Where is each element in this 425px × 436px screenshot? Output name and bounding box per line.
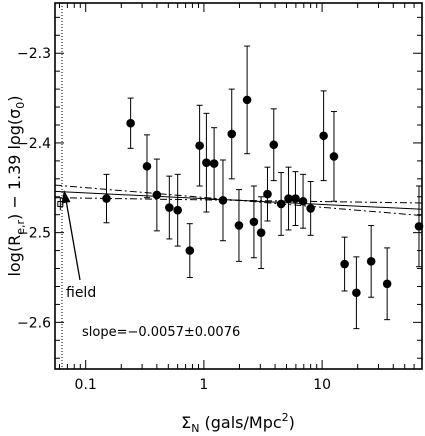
marker <box>382 279 392 289</box>
data-point <box>340 236 349 292</box>
data-point <box>306 181 315 236</box>
data-point <box>165 175 174 240</box>
y-tick-label: −2.5 <box>17 226 51 242</box>
marker <box>165 203 174 212</box>
marker <box>269 140 279 150</box>
data-point <box>276 172 286 236</box>
marker <box>152 190 162 200</box>
data-point <box>227 88 237 180</box>
marker <box>102 194 111 203</box>
axis-ticks <box>55 3 423 369</box>
marker <box>195 141 204 150</box>
slope-annotation: slope=−0.0057±0.0076 <box>82 325 240 340</box>
data-point <box>249 185 259 259</box>
marker <box>173 205 182 215</box>
data-point <box>352 256 361 330</box>
data-point <box>242 45 252 155</box>
data-point <box>298 173 308 229</box>
field-arrow-head <box>61 190 71 204</box>
marker <box>242 95 252 105</box>
marker <box>218 196 228 205</box>
data-point <box>218 159 228 242</box>
x-tick-label: 0.1 <box>75 377 97 393</box>
marker <box>352 288 361 298</box>
data-point <box>202 112 211 213</box>
data-point <box>173 173 182 247</box>
marker <box>366 257 376 266</box>
data-point <box>366 224 376 298</box>
plot-frame <box>54 2 423 370</box>
data-point <box>284 166 293 231</box>
data-point <box>102 173 111 224</box>
y-tick-label: −2.3 <box>17 46 51 62</box>
y-tick-label: −2.6 <box>17 315 51 331</box>
marker <box>185 246 195 255</box>
data-point <box>269 108 279 182</box>
data-point <box>195 104 204 187</box>
data-point <box>152 158 162 232</box>
marker <box>249 217 259 227</box>
marker <box>142 161 152 171</box>
marker <box>414 222 424 231</box>
marker <box>263 189 272 199</box>
field-point <box>57 200 64 207</box>
field-arrow-shaft <box>65 199 81 281</box>
field-label: field <box>66 285 96 301</box>
data-point <box>185 223 195 278</box>
data-point <box>414 185 424 268</box>
data-point <box>329 111 339 202</box>
marker <box>227 129 237 139</box>
data-point <box>291 171 300 226</box>
marker <box>329 152 339 161</box>
data-point <box>256 196 266 270</box>
y-tick-label: −2.4 <box>17 136 51 152</box>
data-point <box>142 134 152 199</box>
marker <box>234 221 244 230</box>
data-point <box>126 97 135 149</box>
marker <box>276 199 286 209</box>
marker <box>291 194 300 203</box>
x-axis-label: ΣN (gals/Mpc2) <box>181 411 295 435</box>
y-axis-label: log(Re,r) − 1.39 log(σ0) <box>5 95 27 276</box>
data-point <box>319 90 328 182</box>
data-point <box>263 166 272 222</box>
marker <box>319 131 328 141</box>
data-point <box>234 189 244 262</box>
marker <box>209 159 219 168</box>
data-point <box>382 247 392 321</box>
marker <box>298 196 308 206</box>
marker <box>306 204 315 213</box>
data-point <box>209 127 219 200</box>
marker <box>340 259 349 269</box>
marker <box>126 118 135 128</box>
marker <box>202 158 211 167</box>
x-tick-label: 10 <box>313 377 331 393</box>
marker <box>284 194 293 203</box>
x-tick-label: 1 <box>199 377 208 393</box>
field-marker: field <box>57 3 96 369</box>
tick-labels: 0.1 1 10 −2.3 −2.4 −2.5 −2.6 <box>17 46 331 393</box>
marker <box>256 228 266 237</box>
data-points <box>102 45 424 330</box>
